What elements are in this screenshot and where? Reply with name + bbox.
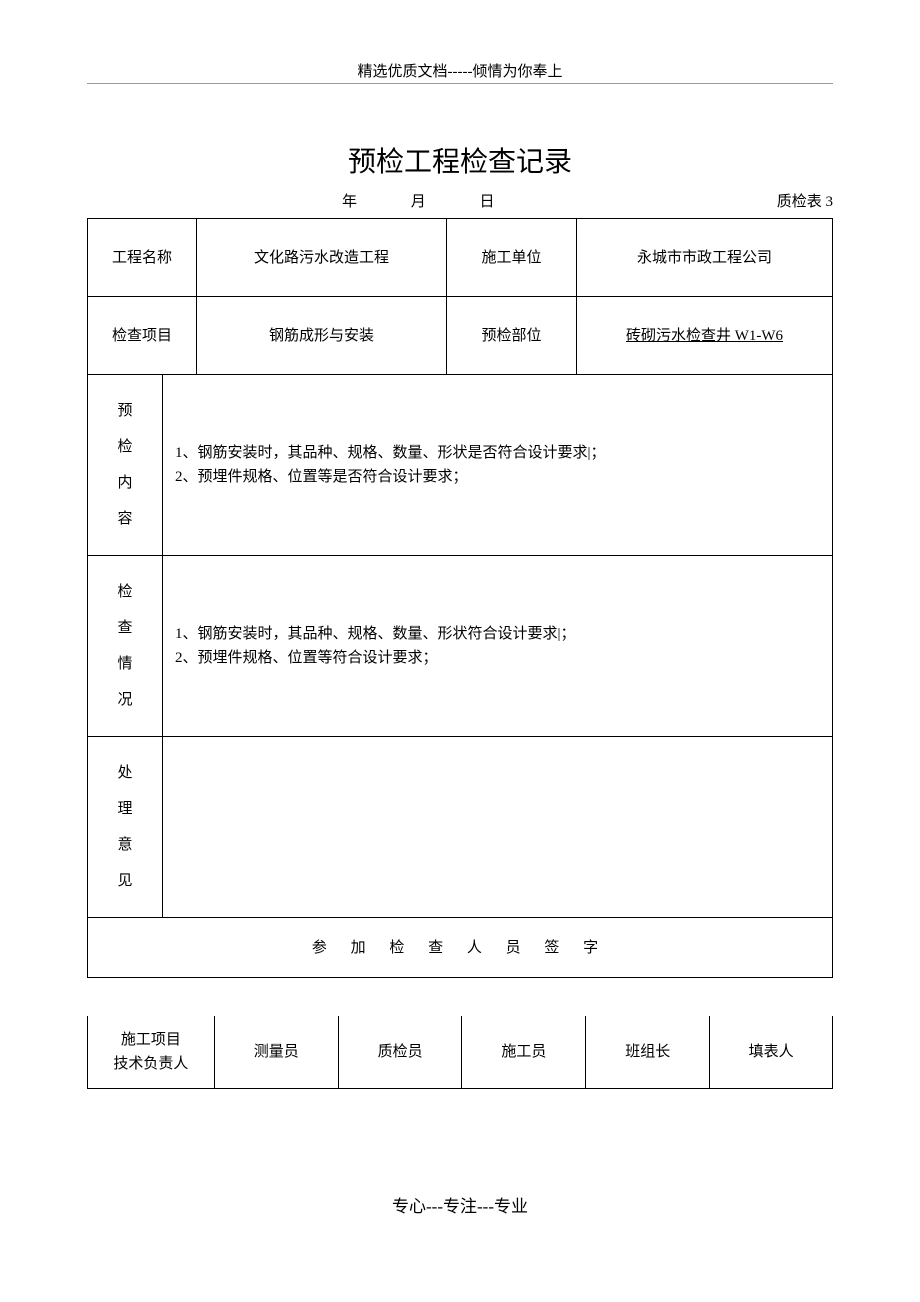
label-char: 内 xyxy=(117,465,132,501)
date-month: 月 xyxy=(411,194,426,210)
label-char: 处 xyxy=(117,755,132,791)
preinspection-part-label: 预检部位 xyxy=(447,297,577,375)
preinspection-content: 1、钢筋安装时，其品种、规格、数量、形状是否符合设计要求|； 2、预埋件规格、位… xyxy=(163,375,833,556)
label-char: 查 xyxy=(117,610,132,646)
preinspection-content-label: 预 检 内 容 xyxy=(88,375,163,556)
sig-tech-lead: 施工项目 技术负责人 xyxy=(88,1016,215,1088)
opinion-content xyxy=(163,737,833,918)
project-name-value: 文化路污水改造工程 xyxy=(197,219,447,297)
page-footer: 专心---专注---专业 xyxy=(0,1192,920,1217)
table-row: 检 查 情 况 1、钢筋安装时，其品种、规格、数量、形状符合设计要求|； 2、预… xyxy=(88,556,833,737)
signature-table: 施工项目 技术负责人 测量员 质检员 施工员 班组长 填表人 xyxy=(87,1016,833,1089)
label-char: 情 xyxy=(117,646,132,682)
label-char: 检 xyxy=(117,574,132,610)
label-char: 预 xyxy=(117,393,132,429)
date-year: 年 xyxy=(342,194,357,210)
sig-inspector: 质检员 xyxy=(338,1016,462,1088)
inspection-item-value: 钢筋成形与安装 xyxy=(197,297,447,375)
opinion-label: 处 理 意 见 xyxy=(88,737,163,918)
sig-team-lead: 班组长 xyxy=(586,1016,710,1088)
label-char: 见 xyxy=(117,863,132,899)
date-day: 日 xyxy=(480,194,495,210)
inspection-item-label: 检查项目 xyxy=(88,297,197,375)
table-row: 工程名称 文化路污水改造工程 施工单位 永城市市政工程公司 xyxy=(88,219,833,297)
signature-row: 施工项目 技术负责人 测量员 质检员 施工员 班组长 填表人 xyxy=(88,1016,833,1088)
date-row: 年 月 日 质检表 3 xyxy=(87,190,833,211)
table-row: 检查项目 钢筋成形与安装 预检部位 砖砌污水检查井 W1-W6 xyxy=(88,297,833,375)
document-title: 预检工程检查记录 xyxy=(0,140,920,180)
signature-title: 参 加 检 查 人 员 签 字 xyxy=(88,918,833,978)
inspection-table: 工程名称 文化路污水改造工程 施工单位 永城市市政工程公司 检查项目 钢筋成形与… xyxy=(87,218,833,978)
signature-title-row: 参 加 检 查 人 员 签 字 xyxy=(88,918,833,978)
form-label: 质检表 3 xyxy=(777,190,833,211)
header-divider xyxy=(87,83,833,84)
label-char: 检 xyxy=(117,429,132,465)
page-header: 精选优质文档-----倾情为你奉上 xyxy=(0,60,920,81)
construction-unit-label: 施工单位 xyxy=(447,219,577,297)
inspection-status-content: 1、钢筋安装时，其品种、规格、数量、形状符合设计要求|； 2、预埋件规格、位置等… xyxy=(163,556,833,737)
table-row: 预 检 内 容 1、钢筋安装时，其品种、规格、数量、形状是否符合设计要求|； 2… xyxy=(88,375,833,556)
label-char: 容 xyxy=(117,501,132,537)
preinspection-part-value: 砖砌污水检查井 W1-W6 xyxy=(577,297,833,375)
label-char: 理 xyxy=(117,791,132,827)
sig-constructor: 施工员 xyxy=(462,1016,586,1088)
inspection-status-label: 检 查 情 况 xyxy=(88,556,163,737)
sig-form-filler: 填表人 xyxy=(710,1016,833,1088)
construction-unit-value: 永城市市政工程公司 xyxy=(577,219,833,297)
sig-surveyor: 测量员 xyxy=(214,1016,338,1088)
label-char: 况 xyxy=(117,682,132,718)
project-name-label: 工程名称 xyxy=(88,219,197,297)
label-char: 意 xyxy=(117,827,132,863)
table-row: 处 理 意 见 xyxy=(88,737,833,918)
